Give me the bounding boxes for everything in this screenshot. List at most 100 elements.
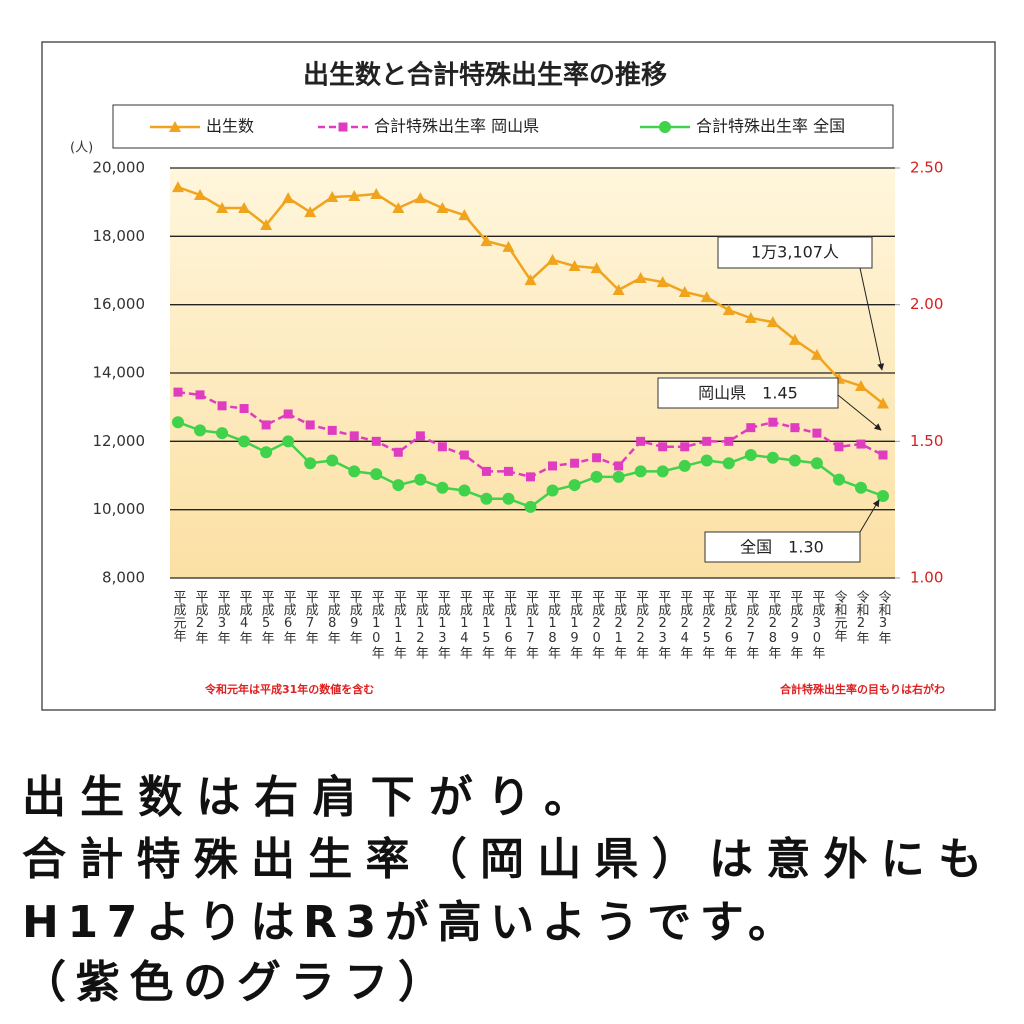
legend-label: 合計特殊出生率 岡山県: [374, 117, 539, 136]
point: [392, 201, 405, 213]
point: [305, 420, 315, 430]
point: [722, 304, 735, 316]
point: [238, 435, 251, 448]
point: [283, 409, 293, 419]
x-tick-label: 平成18年: [545, 590, 561, 659]
point: [370, 468, 383, 481]
point: [238, 201, 251, 213]
point: [261, 420, 271, 430]
point: [216, 427, 229, 440]
legend-label: 合計特殊出生率 全国: [696, 117, 845, 136]
x-tick-label: 平成27年: [743, 590, 759, 659]
point: [636, 436, 646, 446]
caption-line: H17よりはR3が高いようです。: [22, 897, 792, 948]
point: [612, 470, 625, 483]
point: [766, 316, 779, 328]
point: [480, 492, 493, 505]
x-tick-label: 平成28年: [765, 590, 781, 659]
x-tick-label: 平成16年: [501, 590, 517, 659]
point: [393, 447, 403, 457]
point: [327, 425, 337, 435]
annotation: 1万3,107人: [751, 243, 839, 262]
point: [415, 431, 425, 441]
point: [570, 458, 580, 468]
point: [437, 442, 447, 452]
point: [590, 262, 603, 274]
point: [172, 416, 184, 429]
point: [680, 442, 690, 452]
x-tick-label: 平成29年: [787, 590, 803, 659]
point: [634, 465, 647, 478]
point: [744, 311, 757, 323]
point: [458, 209, 471, 221]
point: [480, 235, 493, 247]
caption-line: （紫色のグラフ）: [22, 957, 442, 1008]
point: [854, 481, 867, 494]
point: [877, 490, 889, 502]
point: [304, 457, 317, 470]
x-tick-label: 平成6年: [281, 590, 297, 644]
point: [481, 466, 491, 476]
x-tick-label: 令和3年: [876, 590, 892, 644]
note: 合計特殊出生率の目もりは右がわ: [780, 682, 945, 696]
point: [546, 253, 559, 265]
x-tick-label: 平成24年: [677, 590, 693, 659]
y-unit: (人): [70, 141, 93, 156]
x-tick-label: 平成14年: [457, 590, 473, 659]
caption: 出生数は右肩下がり。 合計特殊出生率（岡山県）は意外にも H17よりはR3が高い…: [22, 772, 982, 1008]
point: [548, 461, 558, 471]
point: [414, 192, 427, 204]
point: [766, 451, 779, 464]
annotation: 全国 1.30: [740, 538, 824, 557]
point: [658, 442, 668, 452]
point: [348, 190, 361, 202]
legend-label: 出生数: [206, 117, 254, 136]
y-tick-label: 20,000: [93, 159, 146, 177]
legend-marker: [659, 121, 671, 133]
x-tick-label: 平成8年: [325, 590, 341, 644]
x-tick-label: 平成30年: [809, 590, 825, 659]
point: [524, 274, 537, 286]
chart-title: 出生数と合計特殊出生率の推移: [303, 60, 667, 91]
point: [856, 439, 866, 449]
point: [612, 283, 625, 295]
x-tick-label: 平成23年: [655, 590, 671, 659]
x-tick-label: 平成5年: [259, 590, 275, 644]
point: [239, 404, 249, 414]
point: [458, 484, 471, 497]
annotation-arrow: [859, 267, 885, 371]
x-tick-label: 平成10年: [369, 590, 385, 659]
point: [459, 450, 469, 460]
x-tick-label: 平成11年: [391, 590, 407, 659]
point: [568, 260, 581, 272]
point: [194, 188, 207, 200]
point: [546, 484, 559, 497]
point: [503, 466, 513, 476]
point: [436, 481, 449, 494]
point: [788, 333, 801, 345]
point: [392, 479, 405, 492]
point: [768, 417, 778, 427]
point: [195, 390, 205, 400]
point: [656, 276, 669, 288]
point: [370, 187, 383, 199]
y2-tick-label: 2.50: [910, 159, 943, 177]
point: [724, 436, 734, 446]
y-tick-label: 12,000: [93, 432, 146, 450]
point: [194, 424, 207, 437]
point: [702, 436, 712, 446]
x-tick-label: 平成20年: [589, 590, 605, 659]
x-tick-label: 平成15年: [479, 590, 495, 659]
legend-box: [112, 104, 894, 149]
point: [790, 423, 800, 433]
point: [656, 465, 669, 478]
point: [304, 206, 317, 218]
caption-line: 合計特殊出生率（岡山県）は意外にも: [22, 834, 982, 885]
point: [173, 387, 183, 397]
y-tick-label: 14,000: [93, 364, 146, 382]
point: [217, 401, 227, 411]
point: [282, 435, 295, 448]
point: [326, 191, 339, 203]
note: 令和元年は平成31年の数値を含む: [204, 682, 374, 696]
x-tick-label: 平成7年: [303, 590, 319, 644]
